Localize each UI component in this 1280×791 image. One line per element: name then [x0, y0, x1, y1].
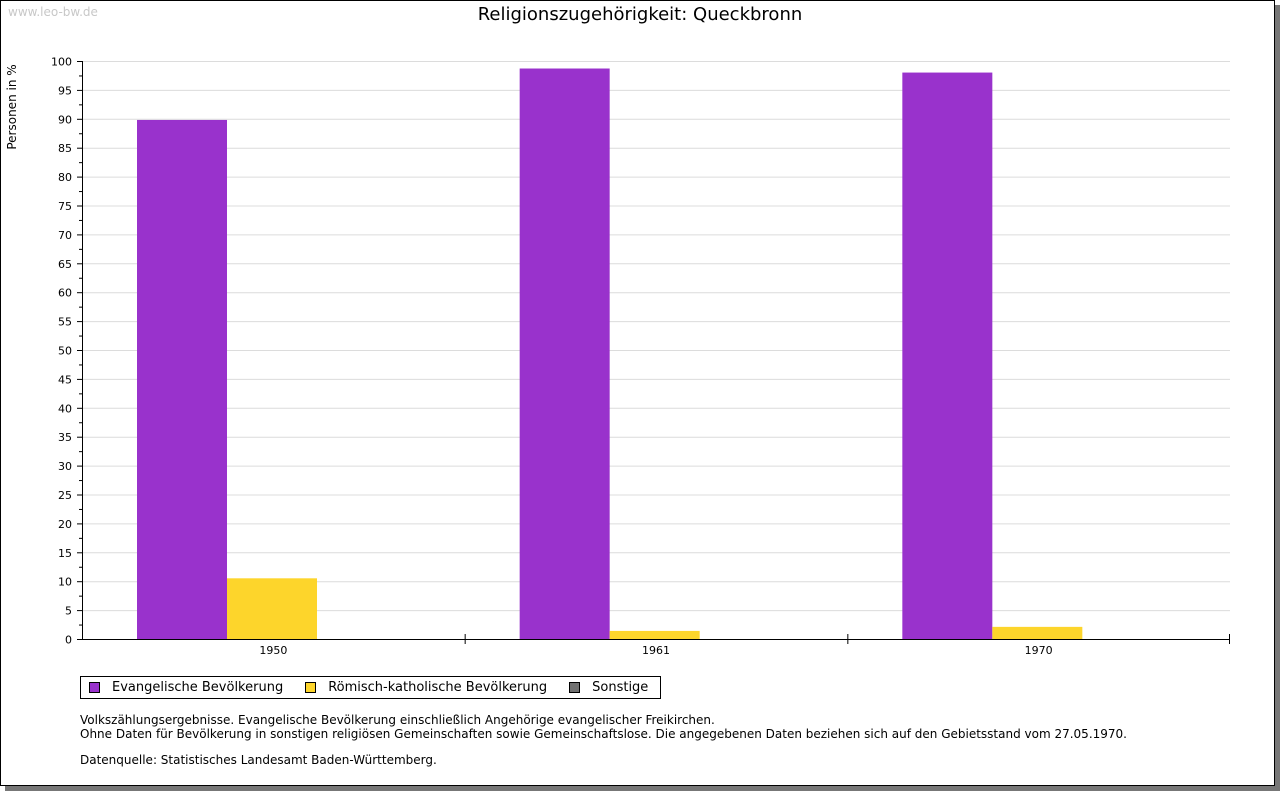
legend-label: Römisch-katholische Bevölkerung	[328, 680, 548, 695]
y-tick-label: 20	[58, 518, 72, 531]
legend-item-evangelisch: Evangelische Bevölkerung	[89, 680, 283, 695]
y-tick-label: 0	[65, 634, 72, 647]
y-tick-label: 35	[58, 431, 72, 444]
bar-1961-1	[609, 630, 700, 639]
legend-label: Evangelische Bevölkerung	[112, 680, 284, 695]
legend-item-sonstige: Sonstige	[569, 680, 648, 695]
y-tick-label: 5	[65, 605, 72, 618]
y-tick-label: 55	[58, 316, 72, 329]
y-tick-label: 10	[58, 576, 72, 589]
x-tick-label: 1961	[642, 644, 670, 657]
legend-swatch	[305, 682, 317, 693]
y-tick-label: 85	[58, 142, 72, 155]
bar-1950-0	[137, 119, 227, 640]
x-tick-label: 1950	[259, 644, 287, 657]
legend-swatch	[569, 682, 581, 693]
source-note: Datenquelle: Statistisches Landesamt Bad…	[80, 753, 437, 767]
y-tick-label: 15	[58, 547, 72, 560]
bar-1950-1	[227, 578, 317, 639]
y-tick-label: 70	[58, 229, 72, 242]
y-tick-label: 45	[58, 373, 72, 386]
y-tick-label: 30	[58, 460, 72, 473]
chart-title: Religionszugehörigkeit: Queckbronn	[477, 4, 803, 25]
y-tick-label: 95	[58, 84, 72, 97]
y-axis-label: Personen in %	[5, 64, 19, 149]
y-tick-label: 100	[51, 56, 72, 69]
y-tick-label: 90	[58, 113, 72, 126]
y-tick-label: 40	[58, 402, 72, 415]
legend-label: Sonstige	[592, 680, 649, 695]
legend-swatch	[89, 682, 100, 693]
y-tick-label: 80	[58, 171, 72, 184]
y-tick-label: 65	[58, 258, 72, 271]
x-tick-label: 1970	[1025, 644, 1053, 657]
note-line-1: Volkszählungsergebnisse. Evangelische Be…	[80, 713, 715, 727]
legend-item-katholisch: Römisch-katholische Bevölkerung	[305, 680, 547, 695]
y-tick-label: 75	[58, 200, 72, 213]
watermark: www.leo-bw.de	[8, 5, 98, 19]
note-line-2: Ohne Daten für Bevölkerung in sonstigen …	[80, 727, 1127, 741]
legend: Evangelische Bevölkerung Römisch-katholi…	[80, 676, 662, 699]
y-tick-label: 50	[58, 345, 72, 358]
bar-1970-0	[902, 72, 993, 639]
bar-1970-1	[992, 626, 1083, 639]
bar-1961-0	[519, 68, 610, 640]
y-tick-label: 60	[58, 287, 72, 300]
y-tick-label: 25	[58, 489, 72, 502]
bar-chart: 0 5 10 15 20 25 30 35 40 45 50 55 60 65 70 75 80 85 90 95 10…	[5, 56, 1230, 657]
